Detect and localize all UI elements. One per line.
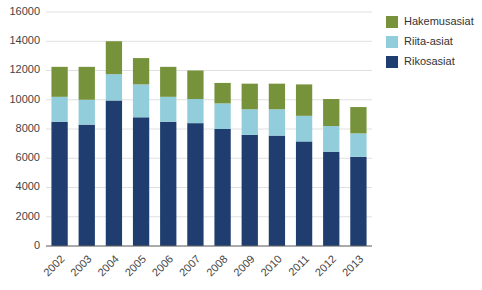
bar-segment — [214, 103, 230, 129]
bar-segment — [214, 83, 230, 103]
y-tick-label: 4000 — [16, 180, 40, 192]
bar-segment — [296, 84, 312, 115]
y-tick-label: 6000 — [16, 151, 40, 163]
bar-segment — [160, 67, 176, 97]
bar-segment — [242, 109, 258, 135]
y-tick-label: 14000 — [9, 34, 40, 46]
grid-line — [46, 12, 372, 13]
y-tick-label: 10000 — [9, 93, 40, 105]
x-tick-label: 2012 — [313, 253, 339, 279]
legend: Hakemusasiat Riita-asiat Rikosasiat — [386, 15, 474, 68]
bar-segment — [296, 116, 312, 142]
bar-segment — [106, 41, 122, 74]
y-tick-label: 16000 — [9, 5, 40, 17]
bars — [51, 41, 366, 246]
bar-segment — [133, 58, 149, 84]
legend-label: Rikosasiat — [404, 55, 455, 67]
bar-segment — [214, 129, 230, 246]
bar-segment — [350, 133, 366, 156]
bar-segment — [187, 123, 203, 246]
bar-segment — [187, 99, 203, 123]
series — [51, 74, 366, 157]
x-tick-label: 2006 — [150, 253, 176, 279]
bar-segment — [51, 97, 67, 122]
bar-segment — [323, 152, 339, 246]
legend-swatch — [386, 36, 398, 48]
bar-segment — [133, 117, 149, 246]
y-tick-label: 0 — [34, 239, 40, 251]
bar-segment — [350, 157, 366, 246]
x-tick-label: 2005 — [122, 253, 148, 279]
x-tick-label: 2008 — [204, 253, 230, 279]
series — [51, 41, 366, 133]
x-axis-line — [46, 246, 372, 247]
grid-line — [46, 41, 372, 42]
legend-label: Riita-asiat — [404, 35, 453, 47]
bar-segment — [269, 109, 285, 135]
bar-segment — [269, 136, 285, 246]
bar-segment — [242, 135, 258, 246]
legend-swatch — [386, 56, 398, 68]
bar-segment — [160, 122, 176, 246]
bar-segment — [51, 67, 67, 97]
bar-segment — [269, 84, 285, 110]
y-tick-label: 8000 — [16, 122, 40, 134]
y-axis: 0 2000 4000 6000 8000 10000 12000 14000 16000 — [9, 5, 40, 251]
legend-swatch — [386, 16, 398, 28]
x-tick-label: 2010 — [258, 253, 284, 279]
grid-line — [46, 246, 372, 247]
series — [51, 100, 366, 246]
bar-segment — [323, 126, 339, 152]
chart-svg: 0 2000 4000 6000 8000 10000 12000 14000 16000 200… — [0, 0, 482, 290]
legend-label: Hakemusasiat — [404, 15, 474, 27]
x-tick-label: 2009 — [231, 253, 257, 279]
bar-segment — [106, 74, 122, 100]
grid — [46, 12, 372, 246]
bar-segment — [242, 84, 258, 110]
y-tick-label: 2000 — [16, 210, 40, 222]
y-tick-label: 12000 — [9, 63, 40, 75]
bar-segment — [51, 122, 67, 246]
x-tick-label: 2013 — [340, 253, 366, 279]
bar-segment — [160, 97, 176, 122]
bar-segment — [133, 84, 149, 117]
bar-segment — [296, 141, 312, 246]
bar-segment — [350, 107, 366, 133]
bar-segment — [323, 99, 339, 126]
bar-segment — [79, 67, 95, 100]
x-tick-label: 2002 — [41, 253, 67, 279]
bar-segment — [106, 100, 122, 246]
x-tick-label: 2011 — [286, 253, 311, 278]
x-tick-label: 2004 — [95, 253, 121, 279]
bar-segment — [79, 125, 95, 246]
x-tick-label: 2003 — [68, 253, 94, 279]
x-axis: 2002200320042005200620072008200920102011… — [41, 246, 372, 278]
x-tick-label: 2007 — [177, 253, 203, 279]
grid-line — [46, 70, 372, 71]
chart-container: 0 2000 4000 6000 8000 10000 12000 14000 16000 200… — [0, 0, 482, 290]
bar-segment — [187, 71, 203, 100]
bar-segment — [79, 100, 95, 125]
